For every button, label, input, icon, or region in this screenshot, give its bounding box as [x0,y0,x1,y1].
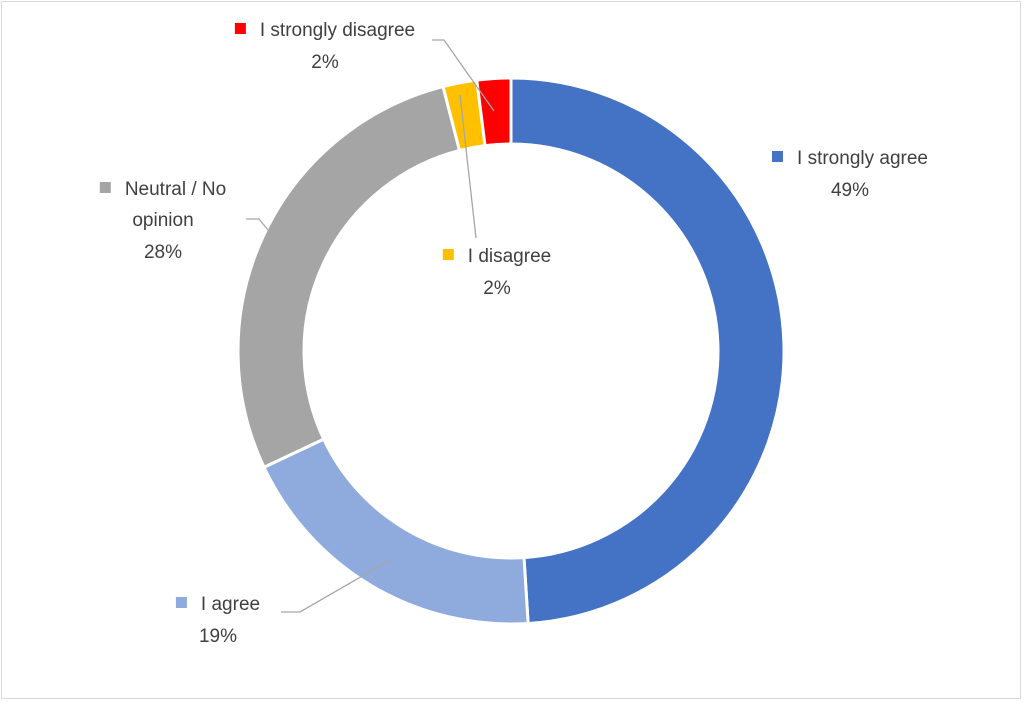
label-pct-i-strongly-disagree: 2% [311,52,339,73]
labels-layer: I strongly agree 49% I agree 19% Neutral / N… [99,20,928,647]
slice-i-strongly-agree [509,76,786,626]
label-key-i-strongly-disagree [234,23,246,34]
label-pct-i-strongly-agree: 49% [831,180,869,201]
label-key-neutral-no-opinion [99,182,111,193]
label-key-i-disagree [442,249,454,260]
label-key-i-agree [175,597,187,608]
label-name-i-strongly-disagree: I strongly disagree [260,20,415,41]
label-name-neutral-no-opinion-line2: opinion [132,210,193,231]
slice-neutral-no-opinion [236,84,462,470]
leader-line-i-strongly-disagree [432,39,495,112]
slice-i-agree [261,437,530,626]
leader-lines-layer [246,39,495,613]
label-name-i-disagree: I disagree [468,246,551,267]
label-name-neutral-no-opinion-line1: Neutral / No [125,179,226,200]
label-pct-neutral-no-opinion: 28% [144,242,182,263]
leader-line-i-disagree [459,94,477,239]
slice-i-strongly-disagree [475,76,513,148]
label-name-i-agree: I agree [201,594,260,615]
leader-line-i-agree [281,559,391,613]
label-name-i-strongly-agree: I strongly agree [797,148,928,169]
label-pct-i-agree: 19% [199,626,237,647]
leader-line-neutral-no-opinion [246,218,269,231]
label-pct-i-disagree: 2% [483,278,511,299]
slices-layer [236,76,786,626]
label-key-i-strongly-agree [772,151,784,162]
